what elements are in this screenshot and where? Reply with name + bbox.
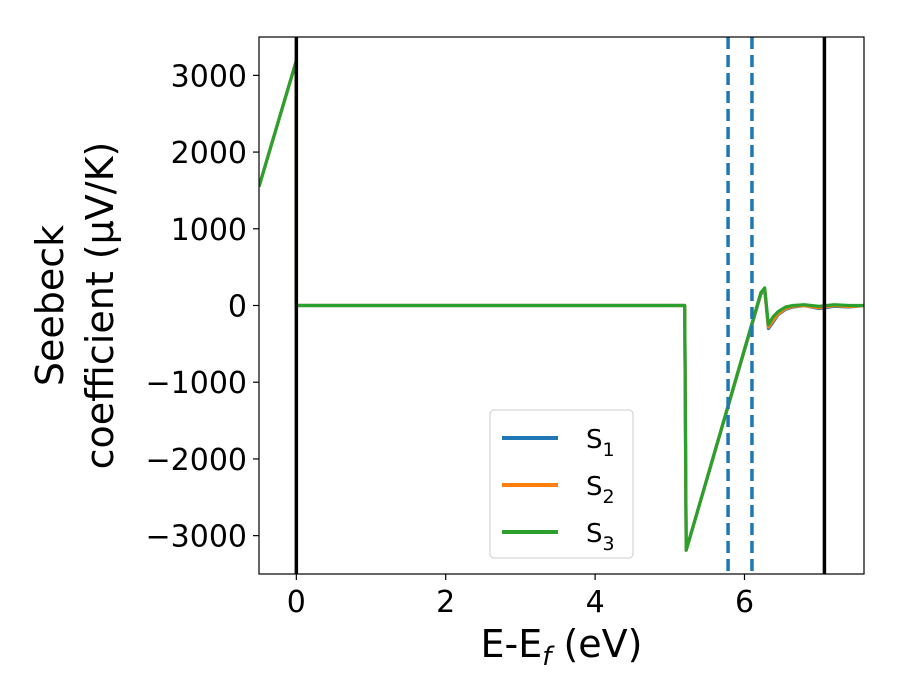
legend: S1 S2 S3 (489, 409, 634, 559)
legend-label-S2: S2 (586, 472, 615, 508)
y-ticks: 3000 2000 1000 0 −1000 −2000 −3000 (146, 59, 259, 555)
y-tick-label: 3000 (171, 59, 247, 94)
legend-label-S3: S3 (586, 519, 615, 555)
vline-layer (294, 37, 827, 574)
y-tick-label: −1000 (146, 366, 247, 401)
y-tick-label: 0 (228, 290, 247, 325)
x-tick-label: 2 (436, 585, 455, 620)
y-axis-label-line2: coefficient (μV/K) (78, 142, 122, 470)
legend-label-S1: S1 (586, 425, 615, 461)
y-tick-label: −2000 (146, 443, 247, 478)
x-axis-label: E-Ef (eV) (481, 622, 643, 672)
x-tick-label: 4 (586, 585, 605, 620)
x-axis-label-unit: (eV) (551, 622, 642, 666)
y-tick-label: 1000 (171, 213, 247, 248)
x-tick-label: 0 (287, 585, 306, 620)
y-tick-label: 2000 (171, 136, 247, 171)
x-axis-label-main: E-E (481, 622, 543, 666)
x-ticks: 0 2 4 6 (287, 574, 754, 620)
x-tick-label: 6 (735, 585, 754, 620)
y-tick-label: −3000 (146, 520, 247, 555)
legend-box (489, 409, 634, 559)
y-axis-label-line1: Seebeck (28, 225, 72, 386)
